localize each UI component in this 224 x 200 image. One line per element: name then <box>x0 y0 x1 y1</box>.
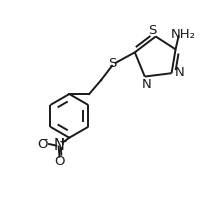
Text: +: + <box>59 137 67 147</box>
Text: S: S <box>149 24 157 37</box>
Text: O: O <box>37 138 47 151</box>
Text: O: O <box>54 155 65 168</box>
Text: S: S <box>108 57 116 70</box>
Text: N: N <box>174 66 184 79</box>
Text: N: N <box>142 78 152 91</box>
Text: NH₂: NH₂ <box>171 28 196 41</box>
Text: −: − <box>39 135 48 145</box>
Text: N: N <box>53 138 64 153</box>
